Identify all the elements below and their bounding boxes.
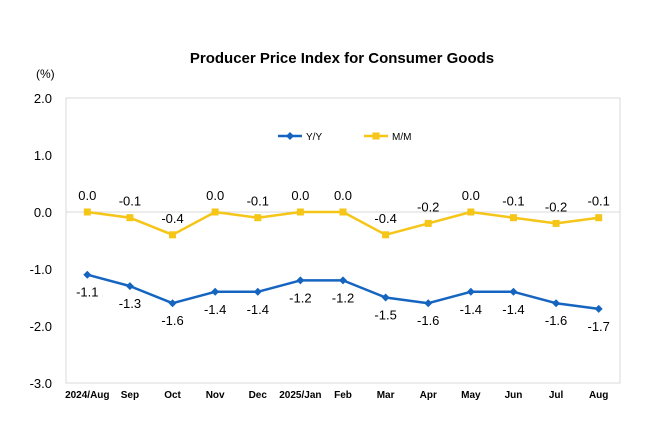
x-tick-label: Feb [334, 390, 352, 401]
x-tick-label: Apr [420, 390, 437, 401]
data-point-marker [125, 282, 134, 291]
data-point-marker [83, 208, 91, 216]
data-point-marker [381, 293, 390, 302]
x-tick-label: Sep [121, 390, 139, 401]
y-tick-label: 2.0 [34, 91, 52, 106]
x-tick-label: Oct [164, 390, 181, 401]
x-tick-label: Aug [589, 390, 608, 401]
data-label: -1.3 [119, 296, 141, 311]
data-label: -1.6 [545, 313, 567, 328]
data-point-marker [594, 304, 603, 313]
data-point-marker [467, 208, 475, 216]
data-label: -0.2 [545, 199, 567, 214]
data-point-marker [169, 231, 177, 239]
data-label: 0.0 [334, 188, 352, 203]
series-m-m: 0.0 -0.1 -0.4 0.0 -0.1 0.0 0.0 -0.4 -0.2 0.0 -0.1 -… [78, 188, 610, 239]
series-y-y: -1.1 -1.3 -1.6 -1.4 -1.4 -1.2 -1.2 -1.5 -1.6 -1.4… [76, 270, 610, 334]
x-tick-label: Dec [249, 390, 268, 401]
data-point-marker [254, 214, 262, 222]
legend: Y/Y M/M [278, 132, 411, 143]
data-label: -0.1 [119, 194, 141, 209]
data-point-marker [296, 276, 305, 285]
x-tick-label: Nov [206, 390, 225, 401]
y-tick-label: 0.0 [34, 205, 52, 220]
data-point-marker [253, 287, 262, 296]
x-tick-label: May [461, 390, 481, 401]
data-point-marker [211, 287, 220, 296]
data-label: -1.4 [460, 302, 482, 317]
data-label: -0.2 [417, 199, 439, 214]
data-label: -1.6 [417, 313, 439, 328]
plot-area-border [65, 97, 621, 384]
legend-label: Y/Y [306, 132, 322, 143]
data-point-marker [424, 219, 432, 227]
data-label: -0.4 [374, 211, 396, 226]
y-tick-label: -2.0 [30, 319, 52, 334]
data-label: -1.5 [374, 308, 396, 323]
chart-title: Producer Price Index for Consumer Goods [190, 50, 494, 67]
data-label: -1.4 [204, 302, 226, 317]
data-label: -1.1 [76, 285, 98, 300]
data-point-marker [595, 214, 603, 222]
data-label: -1.4 [502, 302, 524, 317]
y-tick-label: -1.0 [30, 262, 52, 277]
x-tick-label: Jun [505, 390, 523, 401]
data-label: 0.0 [78, 188, 96, 203]
data-point-marker [339, 276, 347, 285]
data-point-marker [211, 208, 219, 216]
legend-marker [286, 132, 294, 140]
data-label: -0.1 [587, 194, 609, 209]
y-tick-label: 1.0 [34, 148, 52, 163]
x-tick-label: 2024/Aug [65, 390, 109, 401]
data-label: -1.2 [332, 290, 354, 305]
data-point-marker [552, 299, 561, 308]
data-label: -1.2 [289, 290, 311, 305]
data-label: 0.0 [462, 188, 480, 203]
unit-label: (%) [36, 67, 55, 81]
data-point-marker [83, 270, 92, 279]
data-point-marker [339, 208, 347, 216]
data-label: 0.0 [206, 188, 224, 203]
data-point-marker [296, 208, 304, 216]
data-label: 0.0 [291, 188, 309, 203]
data-point-marker [509, 287, 518, 296]
legend-item: M/M [364, 132, 411, 143]
data-point-marker [126, 214, 134, 222]
data-label: -0.4 [161, 211, 183, 226]
x-tick-label: Jul [549, 390, 564, 401]
data-label: -1.6 [161, 313, 183, 328]
y-tick-label: -3.0 [30, 376, 52, 391]
legend-label: M/M [392, 132, 411, 143]
data-label: -0.1 [247, 194, 269, 209]
legend-item: Y/Y [278, 132, 322, 143]
data-label: -1.4 [247, 302, 269, 317]
data-point-marker [509, 214, 517, 222]
data-point-marker [552, 219, 560, 227]
x-tick-label: Mar [377, 390, 395, 401]
data-point-marker [466, 287, 475, 296]
data-label: -1.7 [587, 319, 609, 334]
legend-marker [372, 132, 380, 140]
x-tick-label: 2025/Jan [279, 390, 321, 401]
data-label: -0.1 [502, 194, 524, 209]
data-point-marker [382, 231, 390, 239]
series-layer: -1.1 -1.3 -1.6 -1.4 -1.4 -1.2 -1.2 -1.5 -1.6 -1.4… [76, 188, 610, 334]
axes: 2.0 1.0 0.0 -1.0 -2.0 -3.0 2024/Aug Sep Oct Nov De… [30, 91, 620, 401]
data-point-marker [168, 299, 177, 308]
data-point-marker [424, 299, 433, 308]
